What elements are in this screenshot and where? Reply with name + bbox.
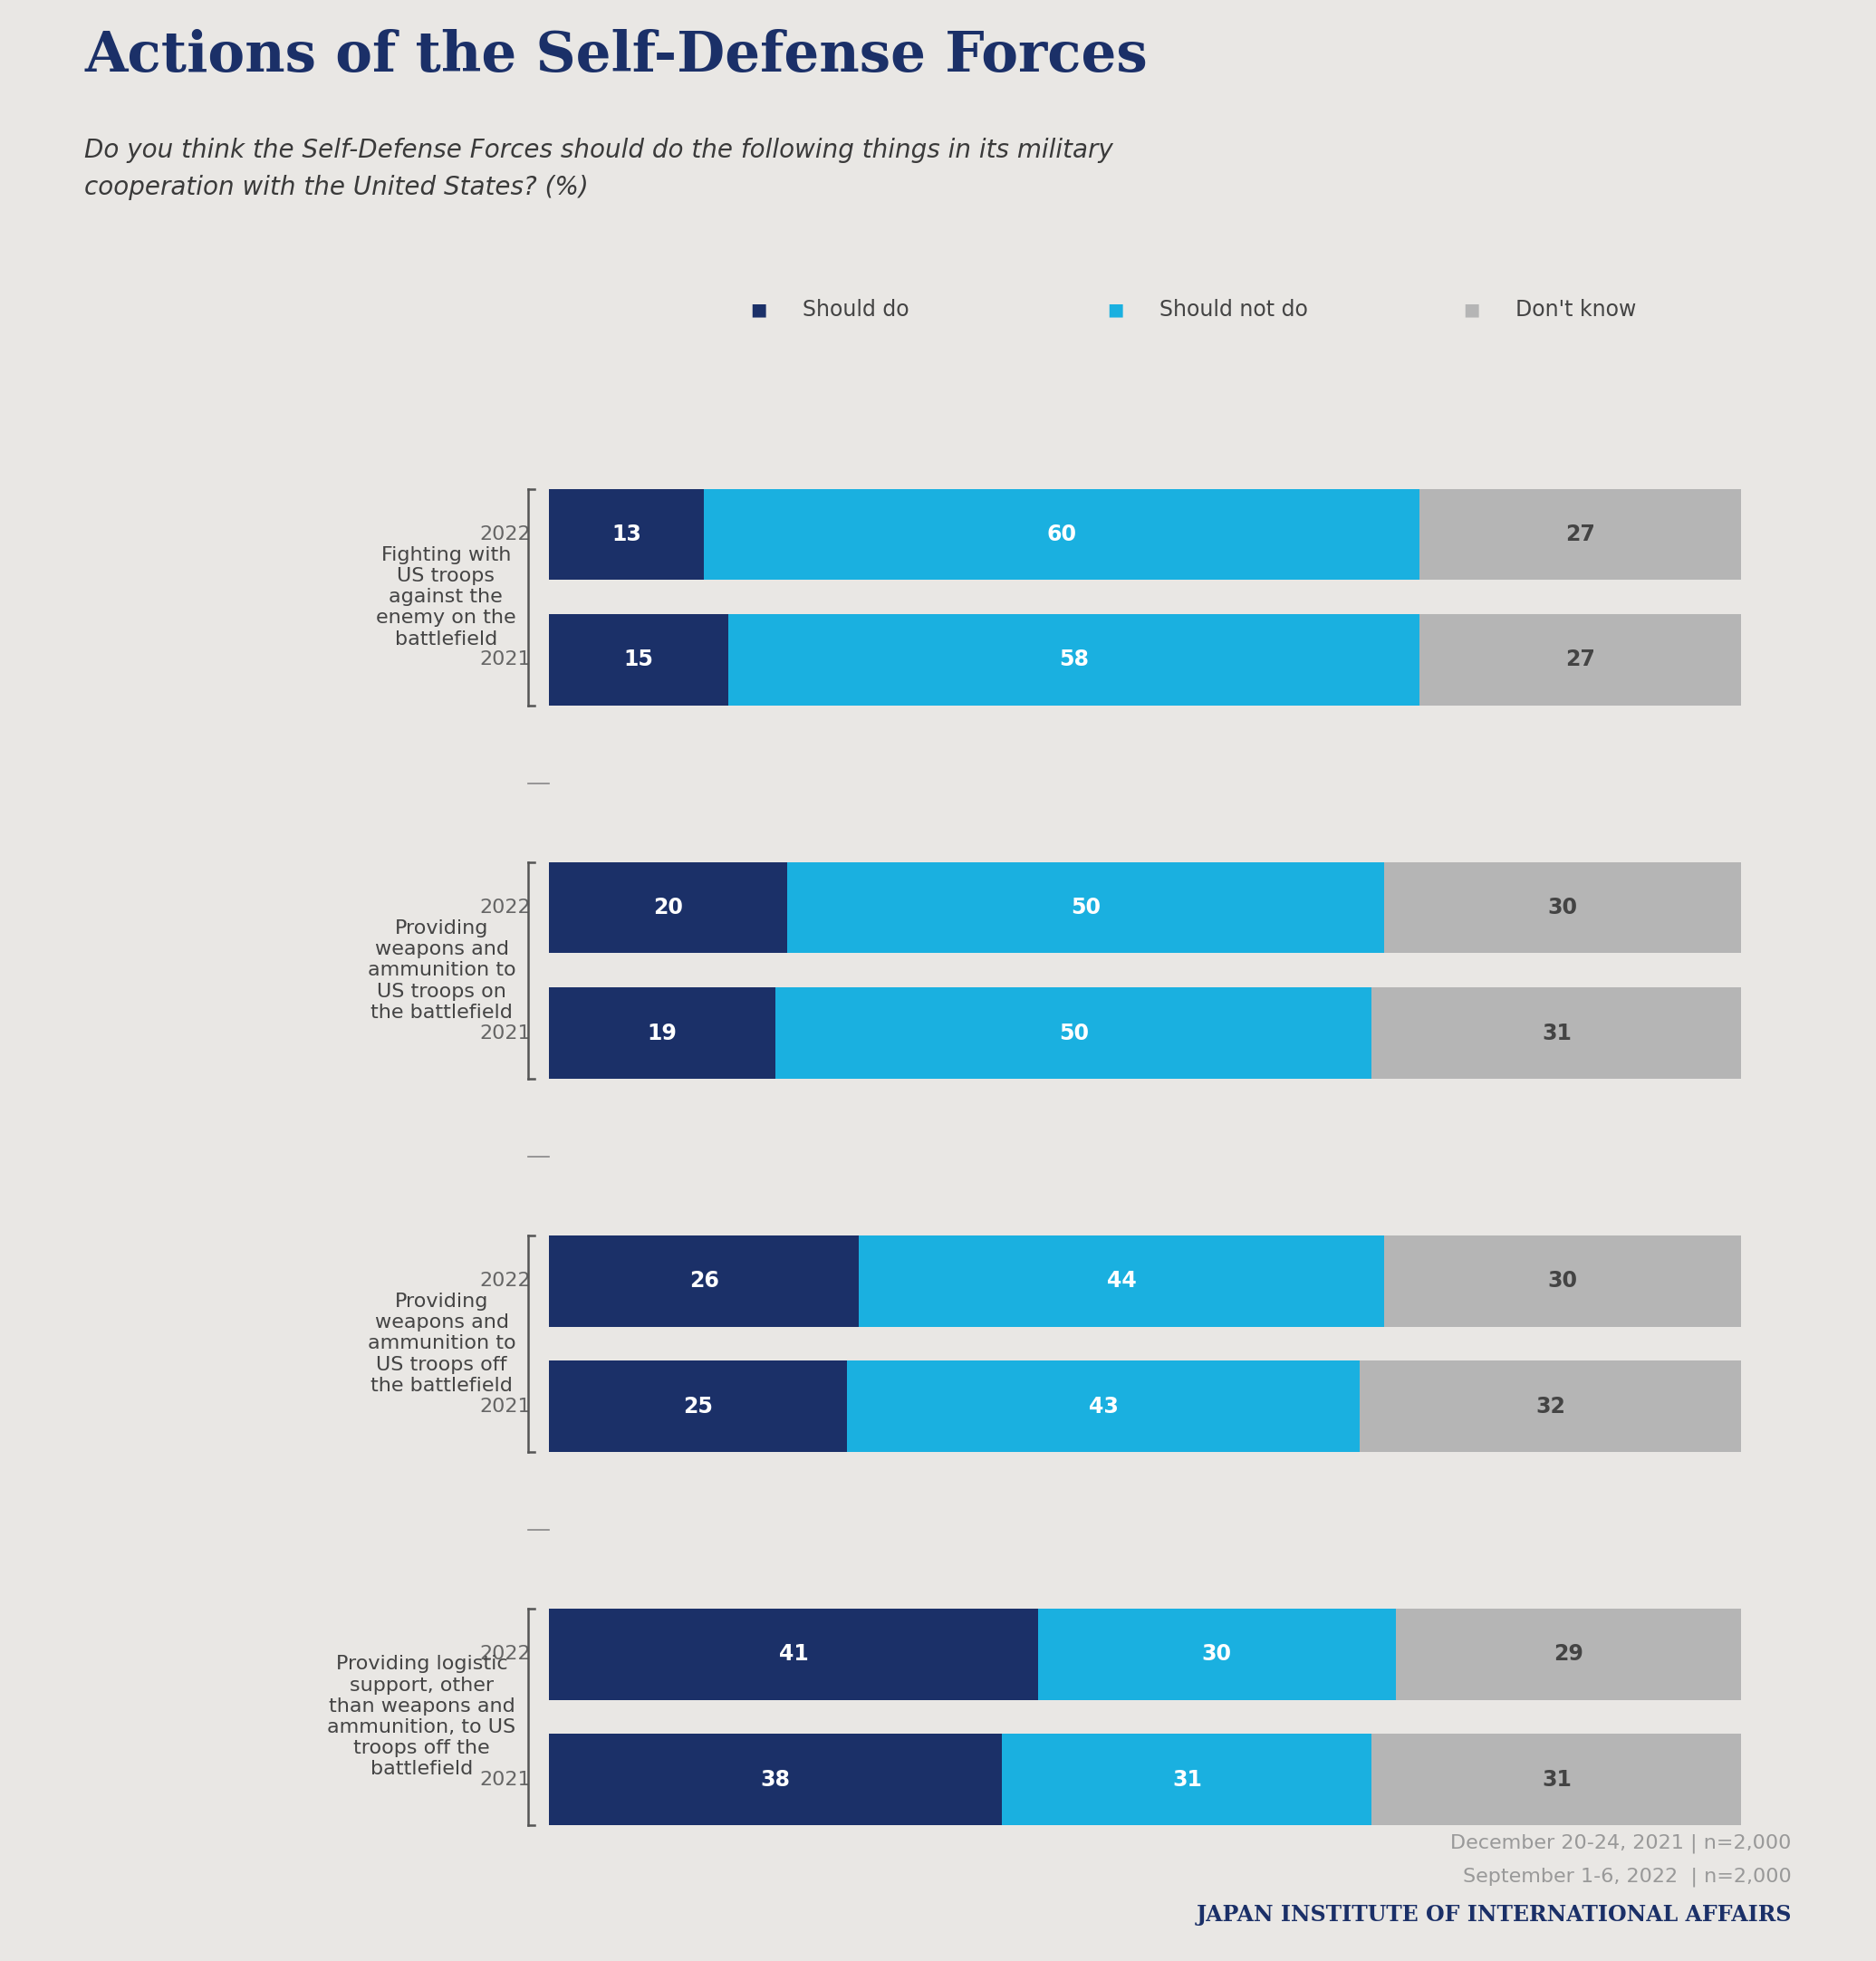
Bar — [1037, 1608, 1396, 1700]
Text: 30: 30 — [1203, 1643, 1233, 1665]
Text: 2021: 2021 — [480, 1771, 531, 1788]
Bar — [550, 1235, 859, 1326]
Bar — [1396, 1608, 1741, 1700]
Text: 31: 31 — [1542, 1769, 1572, 1790]
Text: ■: ■ — [1107, 302, 1124, 318]
Text: 13: 13 — [612, 524, 642, 545]
Bar — [1420, 488, 1741, 580]
Text: Fighting with
US troops
against the
enemy on the
battlefield: Fighting with US troops against the enem… — [375, 545, 516, 649]
Text: 2021: 2021 — [480, 1398, 531, 1416]
Text: 32: 32 — [1536, 1396, 1565, 1418]
Bar — [859, 1235, 1384, 1326]
Bar — [704, 488, 1420, 580]
Text: Should not do: Should not do — [1159, 298, 1308, 322]
Text: ■: ■ — [1463, 302, 1480, 318]
Text: 41: 41 — [779, 1643, 809, 1665]
Text: 30: 30 — [1548, 1271, 1578, 1292]
Text: 27: 27 — [1565, 649, 1595, 671]
Text: 2021: 2021 — [480, 1024, 531, 1041]
Text: September 1-6, 2022  | n=2,000: September 1-6, 2022 | n=2,000 — [1463, 1867, 1792, 1886]
Bar — [1384, 1235, 1741, 1326]
Bar — [1420, 614, 1741, 706]
Text: 30: 30 — [1548, 896, 1578, 918]
Bar — [1371, 988, 1741, 1079]
Text: 31: 31 — [1172, 1769, 1203, 1790]
Text: 20: 20 — [653, 896, 683, 918]
Text: 2022: 2022 — [480, 898, 531, 916]
Text: 60: 60 — [1047, 524, 1077, 545]
Text: 2022: 2022 — [480, 1273, 531, 1290]
Bar — [550, 1608, 1037, 1700]
Text: 44: 44 — [1107, 1271, 1137, 1292]
Text: Providing
weapons and
ammunition to
US troops off
the battlefield: Providing weapons and ammunition to US t… — [368, 1292, 516, 1394]
Text: 2022: 2022 — [480, 526, 531, 543]
Text: Should do: Should do — [803, 298, 910, 322]
Text: JAPAN INSTITUTE OF INTERNATIONAL AFFAIRS: JAPAN INSTITUTE OF INTERNATIONAL AFFAIRS — [1197, 1904, 1792, 1926]
Bar — [550, 988, 775, 1079]
Bar — [1360, 1361, 1741, 1451]
Text: December 20-24, 2021 | n=2,000: December 20-24, 2021 | n=2,000 — [1450, 1834, 1792, 1853]
Bar — [550, 1734, 1002, 1826]
Bar — [1371, 1734, 1741, 1826]
Text: 2022: 2022 — [480, 1645, 531, 1663]
Text: 27: 27 — [1565, 524, 1595, 545]
Text: 58: 58 — [1058, 649, 1088, 671]
Bar — [775, 988, 1371, 1079]
Bar — [788, 863, 1384, 953]
Bar — [550, 1361, 848, 1451]
Bar — [848, 1361, 1360, 1451]
Text: 31: 31 — [1542, 1022, 1572, 1043]
Text: Don't know: Don't know — [1516, 298, 1636, 322]
Text: 50: 50 — [1058, 1022, 1088, 1043]
Bar — [550, 863, 788, 953]
Bar — [1002, 1734, 1371, 1826]
Text: 26: 26 — [688, 1271, 719, 1292]
Text: 15: 15 — [623, 649, 653, 671]
Bar — [550, 488, 704, 580]
Text: 19: 19 — [647, 1022, 677, 1043]
Text: Actions of the Self-Defense Forces: Actions of the Self-Defense Forces — [84, 29, 1148, 84]
Bar — [1384, 863, 1741, 953]
Text: ■: ■ — [750, 302, 767, 318]
Text: 43: 43 — [1088, 1396, 1118, 1418]
Text: Do you think the Self-Defense Forces should do the following things in its milit: Do you think the Self-Defense Forces sho… — [84, 137, 1112, 200]
Bar — [728, 614, 1420, 706]
Text: Providing
weapons and
ammunition to
US troops on
the battlefield: Providing weapons and ammunition to US t… — [368, 920, 516, 1022]
Text: 29: 29 — [1553, 1643, 1583, 1665]
Text: 2021: 2021 — [480, 651, 531, 669]
Text: 25: 25 — [683, 1396, 713, 1418]
Text: Providing logistic
support, other
than weapons and
ammunition, to US
troops off : Providing logistic support, other than w… — [328, 1655, 516, 1779]
Text: 50: 50 — [1071, 896, 1101, 918]
Text: 38: 38 — [760, 1769, 790, 1790]
Bar — [550, 614, 728, 706]
